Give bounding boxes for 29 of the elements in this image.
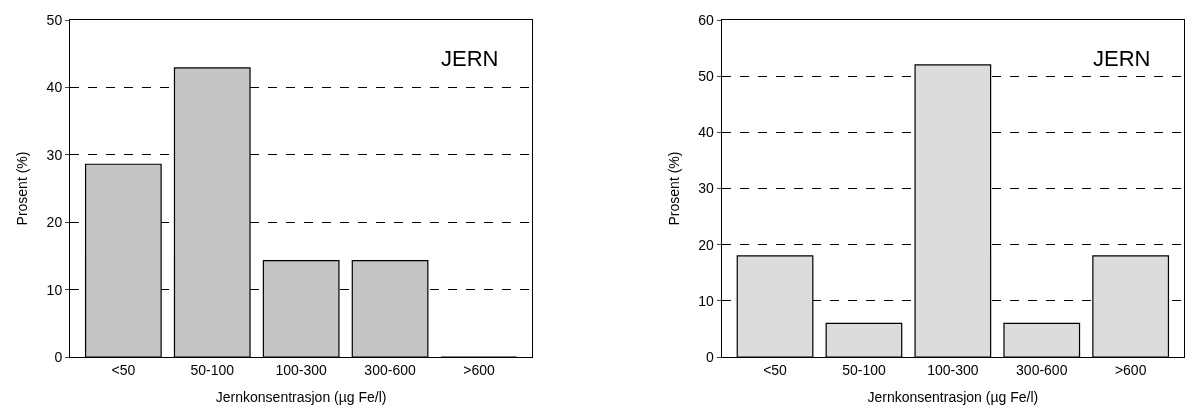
y-axis-title: Prosent (%) (665, 151, 682, 226)
x-axis-title: Jernkonsentrasjon (µg Fe/l) (215, 389, 387, 406)
x-tick-label: <50 (111, 361, 136, 378)
annotation: JERN (1093, 46, 1151, 71)
x-tick-label: <50 (763, 361, 788, 378)
y-tick-label: 10 (46, 281, 63, 298)
x-tick-label: >600 (1114, 361, 1147, 378)
x-tick-label: 50-100 (842, 361, 886, 378)
y-tick-label: 10 (698, 292, 715, 309)
y-tick-label: 40 (698, 124, 715, 141)
x-tick-label: >600 (463, 361, 495, 378)
x-axis-title: Jernkonsentrasjon (µg Fe/l) (867, 389, 1039, 406)
y-tick-label: 40 (46, 79, 63, 96)
annotation: JERN (441, 46, 499, 71)
y-tick-label: 0 (54, 348, 63, 365)
y-tick-label: 20 (698, 236, 715, 253)
x-tick-label: 100-300 (275, 361, 328, 378)
y-tick-label: 0 (706, 348, 715, 365)
y-axis-title: Prosent (%) (14, 151, 31, 226)
y-tick-label: 20 (46, 214, 63, 231)
y-tick-label: 30 (698, 180, 715, 197)
y-tick-label: 50 (698, 68, 715, 85)
x-tick-label: 300-600 (364, 361, 416, 378)
x-tick-label: 100-300 (927, 361, 979, 378)
y-tick-label: 50 (46, 11, 63, 28)
x-tick-label: 300-600 (1016, 361, 1068, 378)
y-tick-label: 30 (46, 146, 63, 163)
y-tick-label: 60 (698, 11, 715, 28)
x-tick-label: 50-100 (190, 361, 235, 378)
